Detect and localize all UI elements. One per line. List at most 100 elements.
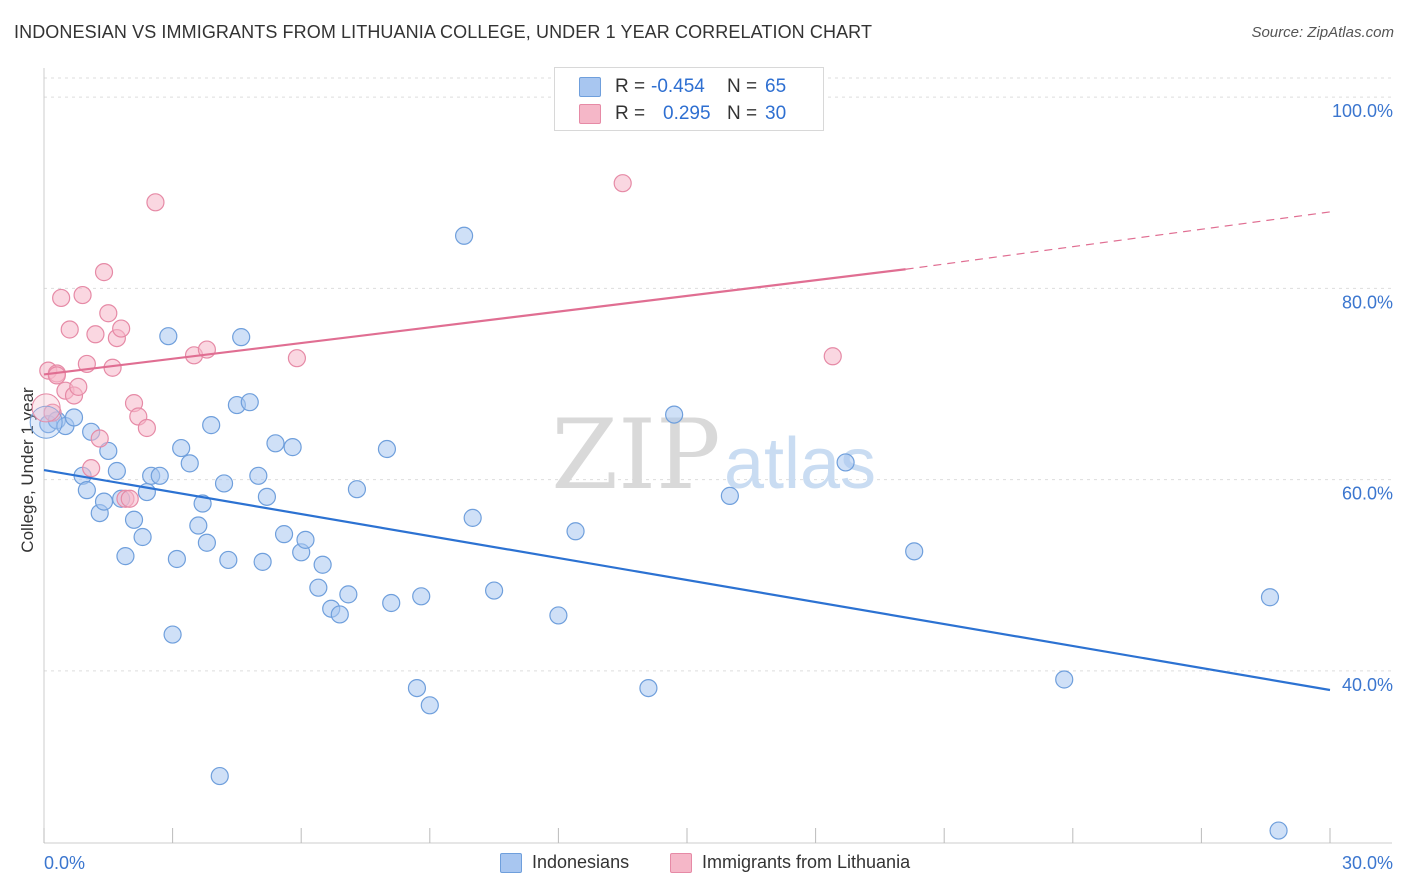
trend-line-lithuania-extension <box>905 211 1331 270</box>
point-indonesians <box>420 696 439 715</box>
legend-label-indonesians: Indonesians <box>532 852 630 872</box>
trend-line-lithuania <box>43 268 906 376</box>
point-indonesians <box>99 441 118 461</box>
point-indonesians <box>197 533 216 552</box>
point-indonesians <box>232 328 251 347</box>
x-tick-label: 0.0% <box>44 853 85 873</box>
point-indonesians <box>566 522 585 541</box>
point-indonesians <box>202 416 221 435</box>
point-lithuania <box>146 193 165 212</box>
point-lithuania <box>823 347 842 366</box>
r-value: -0.454 <box>651 76 705 97</box>
point-indonesians <box>172 438 191 458</box>
point-indonesians <box>347 480 367 499</box>
y-tick-label: 80.0% <box>1342 292 1393 312</box>
point-indonesians <box>905 542 924 561</box>
point-indonesians <box>339 585 358 604</box>
point-indonesians <box>163 625 182 644</box>
point-indonesians <box>665 405 684 424</box>
stats-row-lithuania: R = 0.295 N = 30 <box>579 101 786 127</box>
point-indonesians <box>210 766 229 786</box>
point-indonesians <box>94 492 114 511</box>
point-indonesians <box>412 587 431 606</box>
trend-lines <box>43 211 1331 692</box>
point-indonesians <box>296 530 315 549</box>
legend-swatch-lithuania <box>670 852 692 873</box>
point-indonesians <box>1269 821 1288 840</box>
point-indonesians <box>249 466 268 485</box>
point-lithuania <box>99 304 118 323</box>
tick-labels: 40.0% 60.0% 80.0% 100.0% 0.0% 30.0% <box>44 101 1393 873</box>
point-indonesians <box>180 454 199 473</box>
axes <box>43 68 1392 844</box>
x-tick-label: 30.0% <box>1342 853 1393 873</box>
series-legend: Indonesians Immigrants from Lithuania <box>0 852 1406 878</box>
point-indonesians <box>133 527 152 547</box>
indonesians-swatch <box>579 77 601 97</box>
r-label: R = <box>615 103 646 124</box>
series-lithuania <box>39 174 842 508</box>
point-indonesians <box>283 438 302 457</box>
point-lithuania <box>120 489 139 508</box>
point-lithuania <box>52 288 71 308</box>
point-lithuania <box>86 325 105 344</box>
r-value: 0.295 <box>663 103 711 124</box>
legend-swatch-indonesians <box>500 852 522 873</box>
point-lithuania <box>112 319 131 338</box>
data-points <box>29 174 1288 840</box>
point-indonesians <box>167 549 186 569</box>
point-indonesians <box>407 678 427 698</box>
n-label: N = <box>727 103 758 124</box>
point-indonesians <box>116 547 135 566</box>
point-indonesians <box>485 581 504 600</box>
y-tick-label: 60.0% <box>1342 484 1393 504</box>
n-value: 65 <box>765 76 787 97</box>
point-indonesians <box>639 678 658 698</box>
point-lithuania <box>90 429 109 448</box>
point-indonesians <box>257 487 277 506</box>
gridlines <box>44 77 1392 672</box>
point-lithuania <box>60 320 79 339</box>
point-indonesians <box>193 494 212 513</box>
point-indonesians <box>309 578 328 597</box>
point-indonesians <box>836 453 855 472</box>
stats-legend: R = -0.454 N = 65 R = 0.295 N = 30 <box>554 67 824 131</box>
r-label: R = <box>615 76 646 97</box>
point-indonesians <box>463 508 482 527</box>
chart-title: INDONESIAN VS IMMIGRANTS FROM LITHUANIA … <box>14 22 873 42</box>
point-indonesians <box>720 486 739 505</box>
point-indonesians <box>382 593 401 613</box>
y-tick-label: 40.0% <box>1342 675 1393 695</box>
point-indonesians <box>124 510 144 529</box>
legend-label-lithuania: Immigrants from Lithuania <box>702 852 911 872</box>
point-indonesians <box>377 439 397 459</box>
point-lithuania <box>73 285 92 305</box>
point-indonesians <box>64 408 84 427</box>
point-indonesians <box>1260 588 1280 607</box>
point-indonesians <box>549 606 568 625</box>
trend-line-indonesians <box>43 468 1331 692</box>
point-lithuania <box>137 418 156 438</box>
source-label: Source: ZipAtlas.com <box>1251 24 1394 41</box>
point-indonesians <box>274 525 294 544</box>
point-indonesians <box>266 434 285 453</box>
point-indonesians <box>454 226 474 245</box>
point-lithuania <box>613 174 632 193</box>
point-indonesians <box>159 327 178 346</box>
point-indonesians <box>150 466 169 485</box>
point-indonesians <box>214 474 234 493</box>
point-lithuania <box>69 377 88 396</box>
legend-item-lithuania[interactable]: Immigrants from Lithuania <box>670 852 910 873</box>
point-indonesians <box>1055 670 1074 689</box>
lithuania-swatch <box>579 104 601 124</box>
point-indonesians <box>107 461 126 481</box>
n-value: 30 <box>765 103 787 124</box>
legend-item-indonesians[interactable]: Indonesians <box>500 852 629 873</box>
point-indonesians <box>219 550 238 570</box>
point-lithuania <box>47 366 66 385</box>
point-lithuania <box>94 263 114 282</box>
point-indonesians <box>313 555 332 574</box>
series-indonesians <box>39 226 1288 840</box>
point-lithuania <box>287 349 307 368</box>
